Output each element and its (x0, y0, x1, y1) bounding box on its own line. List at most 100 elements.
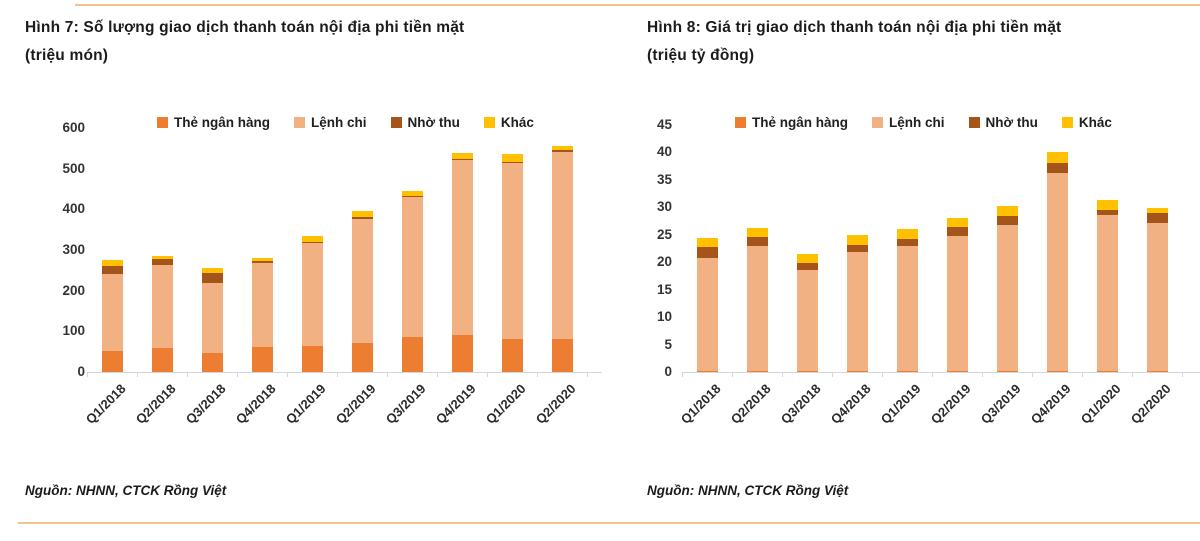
bar-segment (351, 218, 373, 344)
y-axis-tick-label: 600 (62, 120, 85, 135)
x-axis-tick-mark (982, 372, 983, 377)
x-axis-tick-mark (732, 372, 733, 377)
bar-segment (796, 371, 818, 372)
bar-segment (151, 255, 173, 259)
x-axis-tick-mark (782, 372, 783, 377)
bar-segment (451, 334, 473, 372)
x-axis-category-label: Q1/2019 (282, 381, 329, 427)
bar-segment (201, 267, 223, 274)
x-axis-category-label: Q4/2019 (1027, 381, 1074, 427)
x-axis-category-label: Q2/2018 (132, 381, 179, 427)
y-axis-tick-label: 300 (62, 242, 85, 257)
y-axis-tick-label: 45 (656, 117, 672, 132)
bar-segment (1046, 371, 1068, 372)
y-axis-tick-label: 100 (62, 323, 85, 339)
legend-item: Khác (483, 115, 534, 130)
legend-swatch-icon (968, 117, 980, 128)
y-axis-tick-label: 0 (664, 364, 672, 379)
bar-segment (896, 245, 918, 372)
legend-label: Nhờ thu (407, 115, 460, 130)
x-axis-category-label: Q1/2018 (677, 381, 724, 427)
legend-label: Khác (1078, 115, 1112, 130)
bar-segment (301, 346, 323, 372)
bar-segment (696, 237, 718, 247)
x-axis-tick-mark (882, 372, 883, 377)
legend-item: Khác (1061, 115, 1112, 130)
bar-segment (846, 245, 868, 252)
bar-segment (1046, 163, 1068, 174)
x-axis-category-label: Q1/2020 (482, 381, 529, 427)
legend-item: Nhờ thu (968, 115, 1038, 130)
bar-segment (151, 347, 173, 372)
bar-segment (946, 236, 968, 372)
legend-item: Lệnh chi (872, 115, 945, 130)
legend-swatch-icon (157, 117, 168, 128)
x-axis-category-label: Q4/2019 (432, 381, 479, 427)
bar-segment (896, 229, 918, 239)
bar-segment (551, 338, 573, 372)
bar-segment (501, 154, 523, 163)
x-axis-tick-mark (237, 372, 238, 377)
bar-segment (796, 253, 818, 263)
x-axis-category-label: Q2/2020 (532, 381, 579, 427)
bar-segment (251, 263, 273, 347)
chart-legend: Thẻ ngân hàng Lệnh chi Nhờ thu Khác (157, 115, 534, 130)
bar-segment (1146, 222, 1168, 372)
bar-segment (301, 242, 323, 347)
bar-segment (1096, 209, 1118, 215)
chart-plot-area: 0 5 10 15 20 25 30 35 40 45 Q1/2018 Q2/2018 Q3/2018 Q… (607, 0, 1200, 520)
x-axis-tick-mark (1132, 372, 1133, 377)
y-axis-tick-label: 10 (656, 309, 672, 325)
chart-source: Nguồn: NHNN, CTCK Rồng Việt (25, 483, 227, 498)
legend-item: Nhờ thu (390, 115, 460, 130)
bar-segment (451, 153, 473, 159)
y-axis-tick-label: 0 (77, 364, 85, 379)
legend-item: Thẻ ngân hàng (735, 115, 848, 130)
x-axis-category-label: Q1/2018 (82, 381, 129, 427)
bar-segment (1046, 173, 1068, 372)
bottom-divider-line (18, 522, 1200, 524)
bar-segment (1146, 207, 1168, 214)
y-axis-tick-label: 25 (656, 226, 672, 242)
x-axis-tick-mark (1032, 372, 1033, 377)
x-axis-category-label: Q3/2018 (182, 381, 229, 427)
bar-segment (796, 270, 818, 372)
bar-segment (451, 158, 473, 161)
bar-segment (996, 205, 1018, 217)
bar-segment (101, 350, 123, 372)
bar-segment (151, 265, 173, 348)
x-axis-tick-mark (682, 372, 683, 377)
chart-source: Nguồn: NHNN, CTCK Rồng Việt (647, 483, 849, 498)
chart-subtitle: (triệu món) (25, 47, 109, 64)
x-axis-tick-mark (287, 372, 288, 377)
bar-segment (401, 195, 423, 197)
bar-segment (551, 145, 573, 150)
chart-title: Hình 8: Giá trị giao dịch thanh toán nội… (647, 19, 1062, 36)
top-divider-line (75, 4, 1200, 6)
bar-segment (551, 149, 573, 152)
bar-segment (351, 343, 373, 372)
bar-segment (696, 371, 718, 372)
legend-swatch-icon (735, 117, 746, 128)
bar-segment (746, 371, 768, 372)
bar-segment (201, 273, 223, 284)
legend-swatch-icon (1061, 117, 1073, 128)
x-axis-category-label: Q3/2019 (977, 381, 1024, 427)
bar-segment (1146, 213, 1168, 223)
bar-segment (501, 162, 523, 163)
bar-segment (151, 258, 173, 266)
bar-segment (101, 265, 123, 275)
x-axis-tick-mark (387, 372, 388, 377)
legend-label: Nhờ thu (985, 115, 1038, 130)
chart-title: Hình 7: Số lượng giao dịch thanh toán nộ… (25, 19, 465, 36)
x-axis-category-label: Q4/2018 (232, 381, 279, 427)
bar-segment (946, 218, 968, 227)
bar-segment (796, 262, 818, 271)
bar-segment (501, 162, 523, 340)
legend-item: Thẻ ngân hàng (157, 115, 270, 130)
legend-swatch-icon (872, 117, 883, 128)
legend-label: Lệnh chi (889, 115, 945, 130)
bar-segment (746, 245, 768, 372)
bar-segment (896, 371, 918, 372)
chart-hinh-7: Hình 7: Số lượng giao dịch thanh toán nộ… (25, 19, 602, 498)
